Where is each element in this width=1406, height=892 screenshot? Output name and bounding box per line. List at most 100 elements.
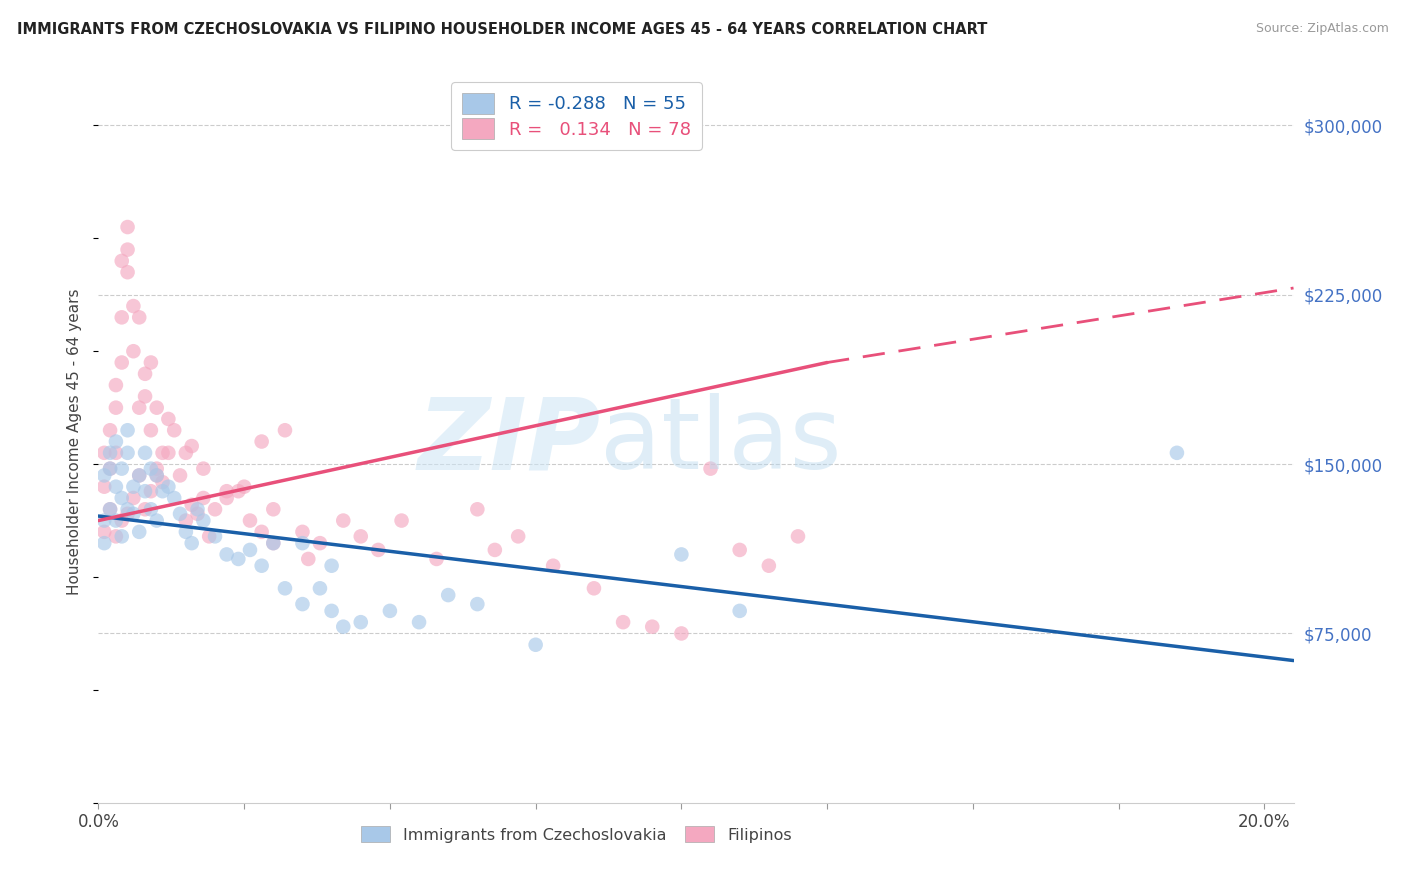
Point — [111, 310, 134, 325]
Point — [122, 344, 145, 359]
Point — [728, 542, 751, 557]
Point — [193, 461, 215, 475]
Point — [111, 355, 134, 369]
Point — [134, 389, 156, 403]
Point — [484, 542, 506, 557]
Text: Source: ZipAtlas.com: Source: ZipAtlas.com — [1256, 22, 1389, 36]
Point — [139, 355, 162, 369]
Point — [508, 529, 530, 543]
Point — [204, 502, 226, 516]
Point — [233, 480, 256, 494]
Point — [104, 446, 127, 460]
Point — [98, 502, 121, 516]
Point — [467, 597, 489, 611]
Point — [145, 514, 167, 528]
Point — [671, 626, 693, 640]
Point — [180, 439, 202, 453]
Point — [145, 468, 167, 483]
Point — [758, 558, 780, 573]
Point — [671, 548, 693, 562]
Point — [93, 480, 115, 494]
Point — [117, 220, 139, 235]
Point — [215, 548, 238, 562]
Point — [169, 507, 191, 521]
Point — [128, 468, 150, 483]
Point — [174, 446, 197, 460]
Point — [612, 615, 634, 630]
Point — [104, 529, 127, 543]
Point — [641, 620, 664, 634]
Point — [157, 480, 180, 494]
Point — [262, 502, 284, 516]
Point — [186, 502, 208, 516]
Point — [250, 524, 273, 539]
Point — [93, 514, 115, 528]
Point — [111, 461, 134, 475]
Point — [134, 502, 156, 516]
Point — [291, 536, 314, 550]
Point — [152, 484, 174, 499]
Point — [104, 378, 127, 392]
Point — [321, 558, 343, 573]
Point — [98, 446, 121, 460]
Point — [145, 468, 167, 483]
Point — [180, 536, 202, 550]
Point — [157, 412, 180, 426]
Point — [122, 491, 145, 505]
Point — [128, 310, 150, 325]
Point — [111, 491, 134, 505]
Point — [193, 491, 215, 505]
Point — [1166, 446, 1188, 460]
Point — [699, 461, 721, 475]
Text: atlas: atlas — [600, 393, 842, 490]
Point — [239, 542, 262, 557]
Point — [582, 582, 605, 596]
Point — [117, 265, 139, 279]
Point — [104, 480, 127, 494]
Point — [128, 401, 150, 415]
Point — [467, 502, 489, 516]
Point — [98, 461, 121, 475]
Point — [180, 498, 202, 512]
Point — [186, 507, 208, 521]
Point — [291, 524, 314, 539]
Point — [139, 484, 162, 499]
Point — [145, 401, 167, 415]
Point — [93, 524, 115, 539]
Point — [128, 524, 150, 539]
Point — [408, 615, 430, 630]
Point — [350, 529, 373, 543]
Legend: Immigrants from Czechoslovakia, Filipinos: Immigrants from Czechoslovakia, Filipino… — [354, 820, 799, 849]
Point — [104, 434, 127, 449]
Point — [122, 480, 145, 494]
Point — [321, 604, 343, 618]
Point — [391, 514, 413, 528]
Point — [215, 491, 238, 505]
Point — [145, 461, 167, 475]
Point — [250, 434, 273, 449]
Point — [728, 604, 751, 618]
Point — [128, 468, 150, 483]
Point — [104, 514, 127, 528]
Point — [367, 542, 389, 557]
Point — [163, 491, 186, 505]
Point — [174, 524, 197, 539]
Point — [215, 484, 238, 499]
Point — [139, 423, 162, 437]
Point — [152, 446, 174, 460]
Point — [274, 582, 297, 596]
Text: IMMIGRANTS FROM CZECHOSLOVAKIA VS FILIPINO HOUSEHOLDER INCOME AGES 45 - 64 YEARS: IMMIGRANTS FROM CZECHOSLOVAKIA VS FILIPI… — [17, 22, 987, 37]
Point — [541, 558, 564, 573]
Point — [425, 552, 447, 566]
Point — [93, 468, 115, 483]
Point — [122, 299, 145, 313]
Point — [291, 597, 314, 611]
Point — [117, 243, 139, 257]
Point — [787, 529, 810, 543]
Point — [117, 507, 139, 521]
Point — [309, 536, 332, 550]
Point — [93, 446, 115, 460]
Point — [228, 484, 250, 499]
Point — [111, 529, 134, 543]
Point — [174, 514, 197, 528]
